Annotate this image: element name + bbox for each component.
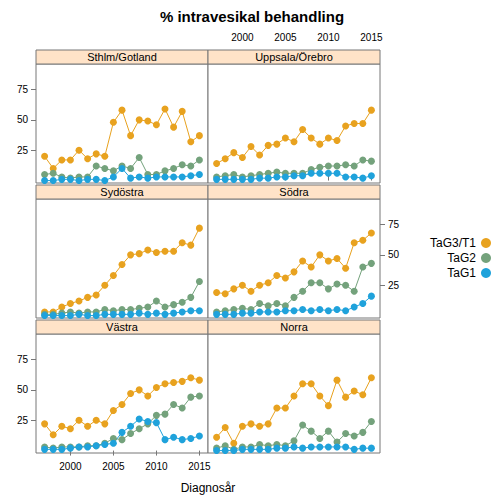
svg-text:75: 75 bbox=[388, 219, 400, 230]
svg-text:Västra: Västra bbox=[106, 321, 139, 333]
svg-text:50: 50 bbox=[17, 384, 29, 395]
svg-text:25: 25 bbox=[388, 280, 400, 291]
svg-text:2005: 2005 bbox=[102, 461, 125, 472]
svg-text:Sthlm/Gotland: Sthlm/Gotland bbox=[87, 51, 157, 63]
svg-text:Uppsala/Örebro: Uppsala/Örebro bbox=[255, 51, 333, 63]
svg-text:2015: 2015 bbox=[360, 32, 383, 43]
svg-text:Södra: Södra bbox=[279, 186, 309, 198]
svg-text:2010: 2010 bbox=[145, 461, 168, 472]
svg-text:TaG2: TaG2 bbox=[447, 251, 476, 265]
svg-text:Sydöstra: Sydöstra bbox=[100, 186, 144, 198]
svg-text:2000: 2000 bbox=[231, 32, 254, 43]
svg-text:Norra: Norra bbox=[280, 321, 308, 333]
svg-text:50: 50 bbox=[17, 114, 29, 125]
svg-text:25: 25 bbox=[17, 145, 29, 156]
svg-text:50: 50 bbox=[388, 249, 400, 260]
svg-text:2015: 2015 bbox=[188, 461, 211, 472]
svg-text:2000: 2000 bbox=[59, 461, 82, 472]
svg-text:2005: 2005 bbox=[274, 32, 297, 43]
svg-text:% intravesikal behandling: % intravesikal behandling bbox=[160, 8, 344, 25]
svg-text:TaG1: TaG1 bbox=[447, 266, 476, 280]
svg-text:25: 25 bbox=[17, 415, 29, 426]
svg-text:2010: 2010 bbox=[317, 32, 340, 43]
svg-text:75: 75 bbox=[17, 84, 29, 95]
svg-text:TaG3/T1: TaG3/T1 bbox=[430, 236, 476, 250]
svg-text:75: 75 bbox=[17, 354, 29, 365]
svg-text:Diagnosår: Diagnosår bbox=[181, 481, 236, 495]
